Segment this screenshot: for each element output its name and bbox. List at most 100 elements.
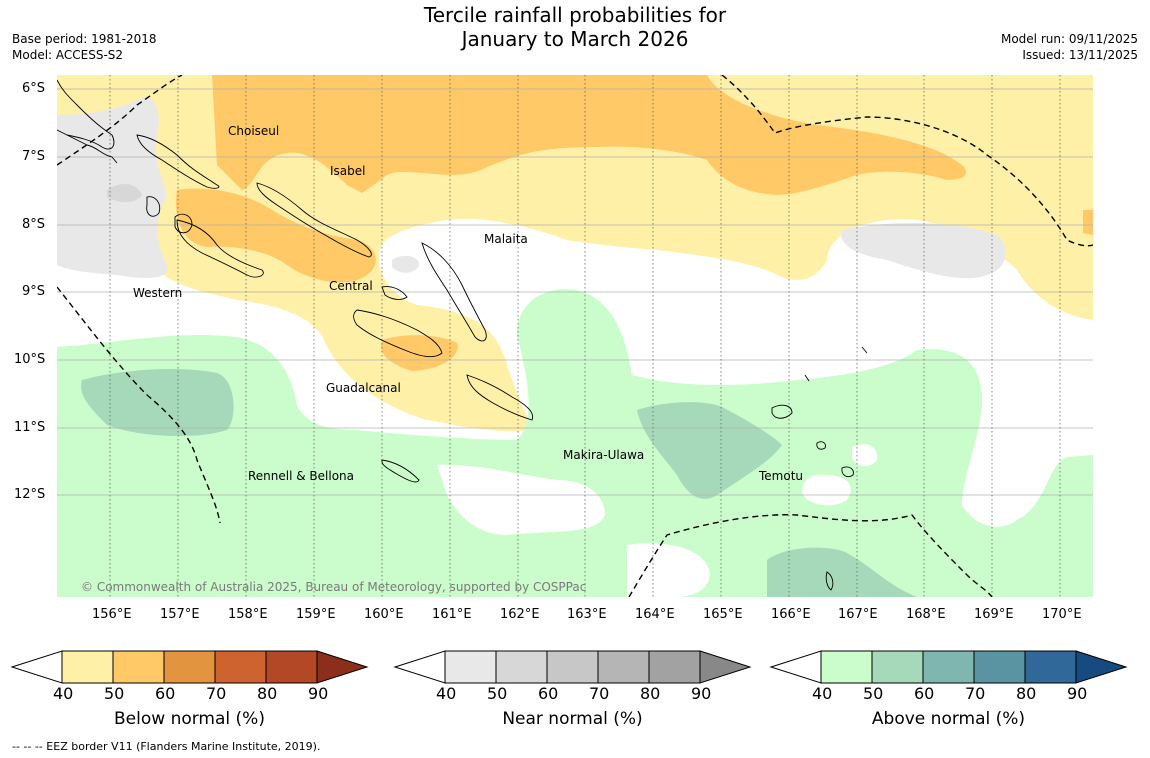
coast-guadalcanal [353, 309, 443, 358]
province-labels: Choiseul Isabel Malaita Central Western … [133, 124, 803, 483]
above-50-region-south [767, 547, 917, 597]
lon-label-156e: 156°E [92, 607, 132, 622]
label-western: Western [133, 286, 182, 300]
lon-label-160e: 160°E [364, 607, 404, 622]
near-tick-70: 70 [589, 684, 610, 703]
colorbar-near-under [393, 650, 446, 684]
colorbar-above-bin-50 [871, 650, 924, 684]
coast-santa-cruz [771, 404, 793, 419]
above-tick-60: 60 [914, 684, 935, 703]
above-tick-70: 70 [965, 684, 986, 703]
coast-new-georgia [176, 219, 264, 278]
graticule [57, 88, 1093, 496]
above-tick-80: 80 [1016, 684, 1037, 703]
near-tick-80: 80 [640, 684, 661, 703]
colorbar-above-under [769, 650, 822, 684]
lon-label-159e: 159°E [296, 607, 336, 622]
base-period: Base period: 1981-2018 [12, 32, 157, 46]
above-50-region-east [637, 402, 782, 499]
issued-date: Issued: 13/11/2025 [1022, 48, 1138, 62]
coast-vanuatu [825, 571, 834, 591]
colorbar-below-bin-70 [214, 650, 267, 684]
above-40-region [57, 289, 1093, 597]
colorbar-above-bin-60 [922, 650, 975, 684]
colorbar-near-bin-80 [648, 650, 701, 684]
normal-hole-east [802, 474, 851, 506]
lon-label-165e: 165°E [703, 607, 743, 622]
normal-hole-bottom [627, 543, 710, 597]
colorbar-above-bin-70 [973, 650, 1026, 684]
colorbar-near-bin-40 [444, 650, 497, 684]
lon-label-162e: 162°E [500, 607, 540, 622]
lat-label-6s: 6°S [22, 81, 46, 96]
lon-label-158e: 158°E [228, 607, 268, 622]
above-tick-50: 50 [863, 684, 884, 703]
below-tick-80: 80 [257, 684, 278, 703]
near-40-region-east [841, 223, 1006, 279]
coast-vanikoro [841, 466, 854, 478]
below-tick-70: 70 [206, 684, 227, 703]
lon-label-161e: 161°E [432, 607, 472, 622]
coast-small-2 [804, 374, 810, 382]
below-normal-label: Below normal (%) [114, 709, 265, 729]
rainfall-probability-map: Choiseul Isabel Malaita Central Western … [57, 75, 1093, 597]
lon-label-157e: 157°E [160, 607, 200, 622]
below-50-region-north [212, 75, 967, 195]
lon-label-169e: 169°E [974, 607, 1014, 622]
colorbar-above-bin-40 [820, 650, 873, 684]
coast-florida [381, 286, 408, 300]
coast-rennell [381, 459, 420, 483]
model-name: Model: ACCESS-S2 [12, 48, 124, 62]
coast-utupua [816, 441, 826, 450]
label-choiseul: Choiseul [228, 124, 279, 138]
colorbar-below-under [10, 650, 63, 684]
near-tick-90: 90 [691, 684, 712, 703]
near-normal-label: Near normal (%) [502, 709, 643, 729]
below-50-region-solomons [176, 188, 376, 283]
below-tick-90: 90 [308, 684, 329, 703]
label-isabel: Isabel [330, 164, 365, 178]
lat-label-8s: 8°S [22, 217, 46, 232]
near-50-region-west [107, 183, 142, 203]
below-tick-60: 60 [155, 684, 176, 703]
eez-border-west-png [57, 75, 183, 166]
colorbar-above-bin-80 [1024, 650, 1077, 684]
coast-isabel [256, 182, 372, 258]
lon-label-164e: 164°E [635, 607, 675, 622]
below-40-region-west [57, 75, 102, 120]
colorbar-near-bin-50 [495, 650, 548, 684]
title-line-2: January to March 2026 [461, 27, 689, 51]
colorbar-near-bin-60 [546, 650, 599, 684]
title-line-1: Tercile rainfall probabilities for [423, 3, 727, 27]
below-50-region-guadalcanal [381, 335, 458, 371]
meridians [109, 75, 1061, 597]
colorbar-below-bin-40 [61, 650, 114, 684]
map-title: Tercile rainfall probabilities for Janua… [0, 3, 1150, 51]
colorbar-near [393, 650, 752, 684]
lat-label-12s: 12°S [14, 487, 46, 502]
normal-hole-small [852, 444, 878, 467]
below-tick-50: 50 [104, 684, 125, 703]
colorbars [10, 650, 1128, 684]
colorbar-below-over [316, 650, 369, 684]
coast-choiseul [136, 134, 220, 189]
eez-borders [57, 75, 1093, 597]
below-tick-40: 40 [53, 684, 74, 703]
coast-makira [466, 374, 534, 421]
near-40-region-small [392, 255, 419, 273]
base-info: Base period: 1981-2018 Model: ACCESS-S2 [12, 31, 157, 63]
lat-label-7s: 7°S [22, 149, 46, 164]
label-central: Central [329, 279, 373, 293]
colorbar-below [10, 650, 369, 684]
lat-label-10s: 10°S [14, 352, 46, 367]
coast-small-1 [861, 346, 868, 354]
colorbar-below-bin-60 [163, 650, 216, 684]
normal-hole-south [437, 464, 605, 535]
copyright-credit: © Commonwealth of Australia 2025, Bureau… [81, 580, 586, 594]
above-tick-90: 90 [1067, 684, 1088, 703]
lat-label-9s: 9°S [22, 284, 46, 299]
coastlines [57, 79, 868, 591]
lon-label-163e: 163°E [567, 607, 607, 622]
lat-label-11s: 11°S [14, 420, 46, 435]
lon-label-168e: 168°E [906, 607, 946, 622]
